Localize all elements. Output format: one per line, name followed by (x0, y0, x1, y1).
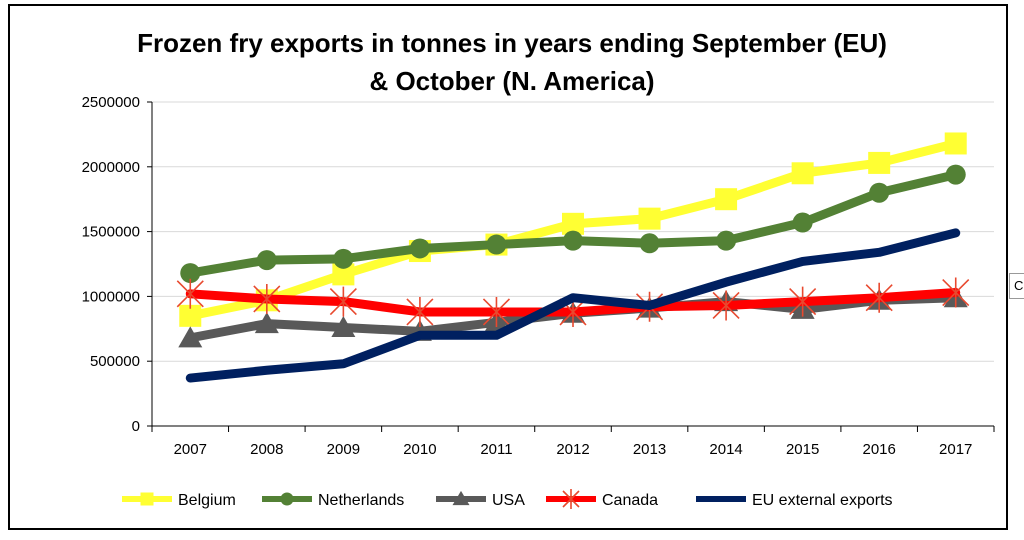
x-tick-label: 2011 (480, 441, 512, 458)
x-tick-label: 2012 (556, 441, 589, 458)
x-tick-label: 2007 (174, 441, 207, 458)
y-tick-label: 1000000 (82, 288, 140, 305)
data-point-canada-strokes (406, 296, 434, 327)
series-belgium (179, 132, 967, 327)
series-canada (176, 277, 970, 327)
x-tick-label: 2009 (327, 441, 360, 458)
data-point-canada (789, 286, 817, 317)
data-point-netherlands (409, 238, 430, 259)
legend-marker-canada-strokes (562, 489, 580, 509)
data-point-netherlands (945, 164, 966, 185)
data-point-canada-strokes (712, 290, 740, 321)
data-point-netherlands (639, 233, 660, 254)
data-point-usa (331, 316, 356, 338)
data-point-canada (482, 296, 511, 327)
legend-marker-usa (452, 490, 470, 506)
data-point-canada-strokes (176, 278, 204, 309)
y-tick-label: 0 (132, 418, 140, 435)
x-tick-label: 2016 (862, 441, 895, 458)
y-tick-label: 1500000 (82, 224, 140, 241)
x-tick-label: 2013 (633, 441, 666, 458)
data-point-belgium (562, 212, 584, 235)
series-layer (176, 132, 970, 383)
legend-item-usa: USA (436, 490, 525, 509)
legend-label-belgium: Belgium (178, 492, 236, 509)
data-point-canada (865, 282, 893, 313)
data-point-usa (254, 312, 279, 334)
data-point-canada-strokes (865, 282, 893, 313)
chart-title-line-1: Frozen fry exports in tonnes in years en… (137, 28, 887, 58)
chart-svg: Frozen fry exports in tonnes in years en… (82, 28, 995, 509)
data-point-belgium (638, 207, 661, 230)
data-point-canada (942, 277, 970, 308)
legend-item-netherlands: Netherlands (262, 492, 404, 509)
series-line-eu-external-exports (185, 228, 961, 383)
side-panel-tab[interactable]: C (1009, 273, 1024, 299)
y-tick-label: 2000000 (82, 159, 140, 176)
data-point-canada (712, 290, 740, 321)
data-point-netherlands (716, 230, 737, 251)
data-point-canada-strokes (789, 286, 817, 317)
data-point-canada (253, 283, 281, 314)
x-tick-label: 2010 (403, 441, 436, 458)
x-tick-label: 2014 (709, 441, 742, 458)
legend-marker-canada (562, 489, 580, 509)
data-point-netherlands (180, 263, 201, 284)
data-point-netherlands (792, 212, 813, 233)
data-point-netherlands (333, 248, 354, 269)
x-tick-label: 2008 (250, 441, 283, 458)
chart-title-line-2: & October (N. America) (369, 66, 654, 96)
data-point-netherlands (256, 250, 277, 271)
legend: Belgium Netherlands USA Canada EU external e… (122, 489, 893, 509)
y-tick-label: 2500000 (82, 94, 140, 111)
x-tick-label: 2015 (786, 441, 819, 458)
x-tick-label: 2017 (939, 441, 972, 458)
data-point-canada (406, 296, 434, 327)
data-point-canada-strokes (329, 286, 357, 317)
legend-marker-belgium (140, 492, 154, 506)
legend-item-belgium: Belgium (122, 492, 236, 509)
data-point-belgium (715, 188, 738, 211)
data-point-belgium (332, 263, 355, 286)
data-point-belgium (944, 132, 967, 155)
legend-item-canada: Canada (546, 489, 658, 509)
data-point-canada (329, 286, 357, 317)
data-point-canada-strokes (482, 296, 511, 327)
legend-label-canada: Canada (602, 492, 658, 509)
legend-item-eu-external-exports: EU external exports (696, 492, 893, 509)
axis-layer: 0 500000 1000000 1500000 2000000 2500000 2007 2… (82, 94, 995, 458)
data-point-canada-strokes (942, 277, 970, 308)
data-point-belgium (868, 151, 891, 174)
data-point-netherlands (486, 234, 507, 255)
data-point-usa (178, 326, 203, 348)
legend-label-netherlands: Netherlands (318, 492, 404, 509)
y-tick-label: 500000 (90, 353, 140, 370)
series-eu-external-exports (185, 228, 961, 383)
data-point-netherlands (563, 230, 583, 251)
legend-label-usa: USA (492, 492, 525, 509)
data-point-belgium (179, 304, 202, 327)
legend-label-eu-external-exports: EU external exports (752, 492, 893, 509)
legend-marker-netherlands (280, 492, 294, 506)
data-point-canada-strokes (253, 283, 281, 314)
data-point-belgium (791, 162, 814, 185)
chart-frame: Frozen fry exports in tonnes in years en… (8, 4, 1008, 530)
series-netherlands (180, 164, 966, 284)
data-point-canada (176, 278, 204, 309)
data-point-netherlands (869, 182, 890, 203)
